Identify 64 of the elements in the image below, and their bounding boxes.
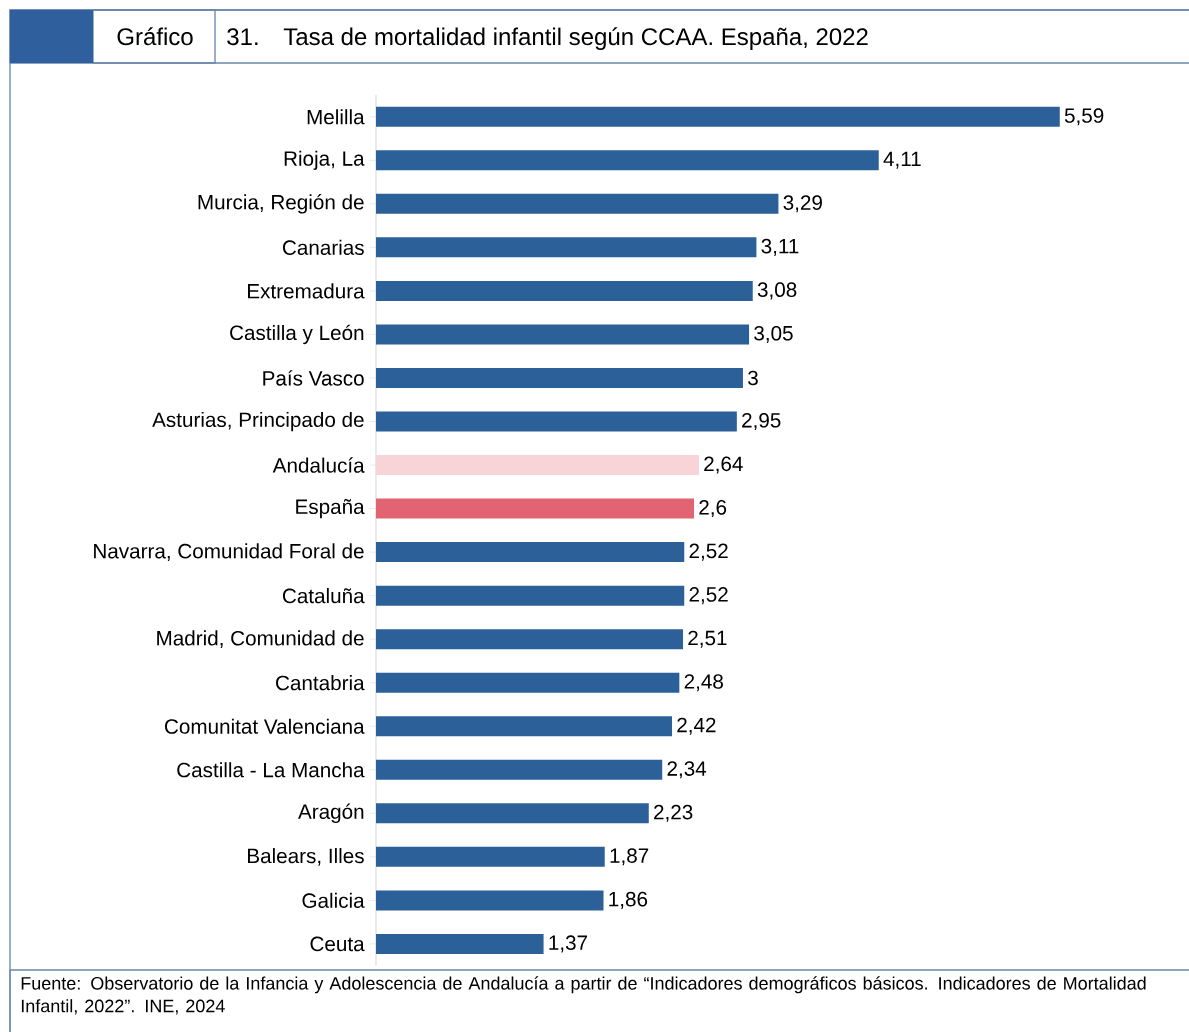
- data-label: 3,05: [754, 325, 793, 343]
- data-label: 2,6: [699, 500, 727, 518]
- bar: [376, 106, 1060, 127]
- y-tick-label: Aragón: [298, 803, 364, 824]
- y-tick-label: Murcia, Región de: [198, 194, 364, 214]
- bar: [376, 498, 695, 519]
- data-label: 3: [748, 370, 758, 386]
- bar: [376, 150, 879, 171]
- data-label: 2,48: [684, 674, 723, 692]
- text: Gráfico: [117, 27, 193, 46]
- y-tick-label: Galicia: [302, 892, 365, 908]
- bar: [376, 629, 684, 650]
- text: 31.: [227, 28, 258, 46]
- y-tick-label: Melilla: [307, 109, 365, 125]
- y-tick-label: Rioja, La: [284, 150, 365, 170]
- data-label: 4,11: [883, 151, 921, 169]
- y-tick-label: Andalucía: [272, 457, 365, 473]
- bar: [376, 367, 743, 388]
- bar: [376, 716, 673, 737]
- bar: [376, 759, 663, 780]
- data-label: 2,42: [677, 717, 716, 735]
- bar: [376, 455, 699, 476]
- bar: [376, 411, 737, 432]
- bar: [376, 933, 544, 954]
- y-tick-label: Canarias: [282, 239, 364, 255]
- data-label: 2,51: [688, 630, 727, 648]
- y-tick-label: Cantabria: [276, 675, 365, 691]
- bar: [376, 237, 757, 258]
- y-tick-label: Castilla y León: [230, 324, 364, 345]
- data-label: 2,64: [704, 456, 743, 474]
- bar: [376, 324, 750, 345]
- data-label: 5,59: [1064, 108, 1104, 126]
- y-tick-label: Comunitat Valenciana: [165, 718, 365, 734]
- y-tick-label: Madrid, Comunidad de: [157, 630, 364, 648]
- data-label: 1,37: [549, 935, 588, 953]
- data-label: 3,29: [783, 195, 822, 213]
- y-tick-label: Navarra, Comunidad Foral de: [94, 543, 364, 561]
- source-note: Fuente: Observatorio de la Infancia y Adolescencia de Andalucía a partir de “Indicadores demográficos básicos. Indicadores de Mortalidad Infantil, 2022”. INE, 2024: [21, 976, 1146, 1015]
- data-label: 1,87: [610, 848, 649, 866]
- data-label: 1,86: [609, 891, 648, 909]
- bar: [376, 803, 649, 824]
- bar: [376, 585, 685, 606]
- bar: [376, 280, 753, 301]
- y-tick-label: Extremadura: [248, 283, 365, 299]
- y-tick-label: Balears, Illes: [248, 848, 364, 866]
- y-tick-label: Castilla - La Mancha: [177, 762, 365, 778]
- y-tick-label: Ceuta: [310, 936, 365, 952]
- bar: [376, 672, 680, 693]
- data-label: 2,34: [667, 761, 707, 779]
- data-label: 2,52: [689, 587, 728, 605]
- data-label: 2,23: [654, 804, 693, 822]
- bar: [376, 193, 779, 214]
- y-tick-label: España: [296, 499, 365, 519]
- data-label: 2,52: [689, 543, 728, 561]
- y-tick-label: Asturias, Principado de: [152, 411, 364, 432]
- y-tick-label: País Vasco: [263, 370, 364, 386]
- bar: [376, 890, 604, 911]
- data-label: 2,95: [742, 412, 781, 431]
- y-tick-label: Cataluña: [282, 588, 365, 604]
- data-label: 3,08: [757, 282, 797, 300]
- bar: [376, 542, 685, 563]
- chart-title: Tasa de mortalidad infantil según CCAA. España, 2022: [283, 27, 868, 50]
- data-label: 3,11: [761, 238, 799, 256]
- bar: [376, 846, 605, 867]
